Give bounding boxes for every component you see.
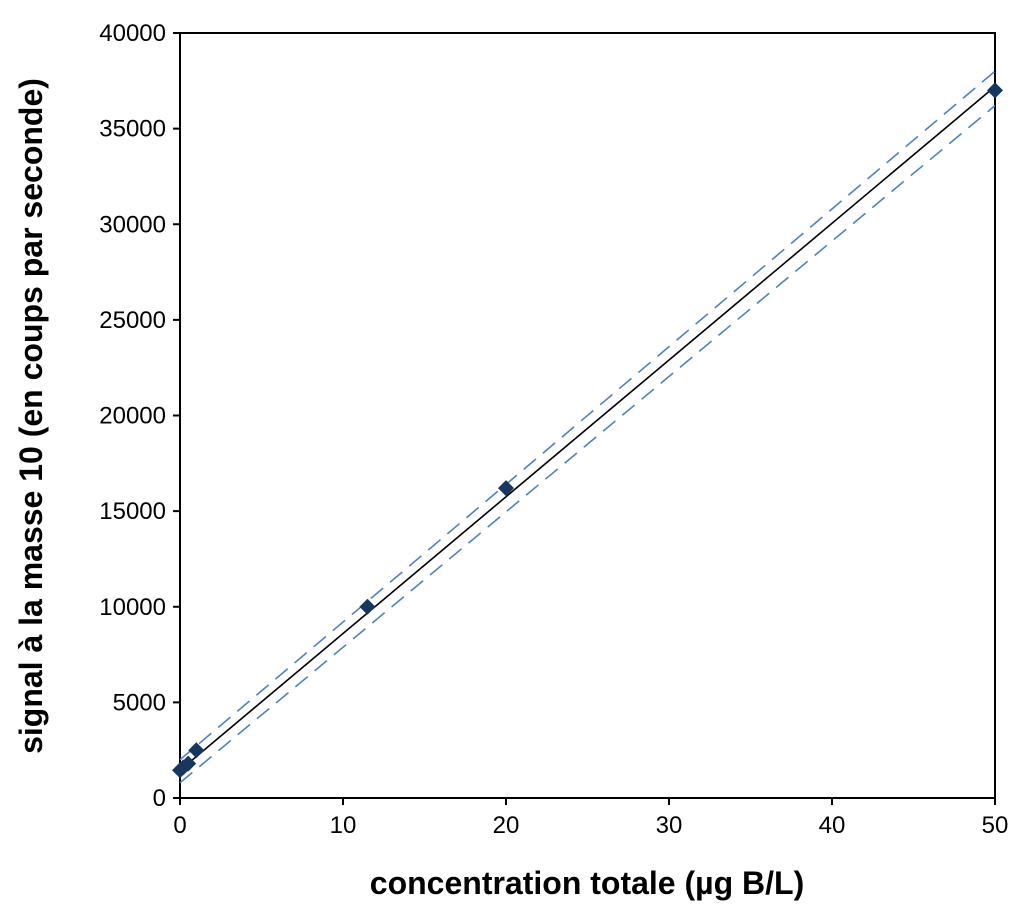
- lines-layer: [179, 70, 996, 784]
- data-point: [359, 598, 376, 615]
- y-tick-label: 0: [153, 785, 166, 812]
- data-point: [180, 755, 197, 772]
- confidence-band-upper: [179, 70, 996, 761]
- x-tick-label: 30: [656, 812, 683, 839]
- confidence-band-lower: [179, 105, 996, 784]
- x-tick-label: 20: [493, 812, 520, 839]
- y-axis-ticks: 0 5000 10000 15000 20000 25000 30000 35000 40000: [99, 20, 180, 812]
- y-tick-label: 35000: [99, 116, 166, 143]
- data-point: [498, 480, 514, 497]
- y-tick-label: 20000: [99, 403, 166, 430]
- y-tick-label: 25000: [99, 307, 166, 334]
- x-tick-label: 50: [982, 812, 1009, 839]
- y-tick-label: 40000: [99, 20, 166, 47]
- data-point: [188, 742, 205, 759]
- x-tick-label: 40: [819, 812, 846, 839]
- x-axis-ticks: 0 10 20 30 40 50: [173, 798, 1008, 839]
- y-tick-label: 5000: [113, 689, 166, 716]
- x-tick-label: 10: [330, 812, 357, 839]
- x-axis-title: concentration totale (µg B/L): [370, 865, 804, 901]
- y-tick-label: 10000: [99, 594, 166, 621]
- y-axis-title: signal à la masse 10 (en coups par secon…: [13, 78, 49, 754]
- y-tick-label: 15000: [99, 498, 166, 525]
- y-tick-label: 30000: [99, 211, 166, 238]
- data-point: [987, 82, 1003, 99]
- regression-line: [179, 85, 996, 771]
- points-layer: [172, 82, 1003, 779]
- x-tick-label: 0: [173, 812, 186, 839]
